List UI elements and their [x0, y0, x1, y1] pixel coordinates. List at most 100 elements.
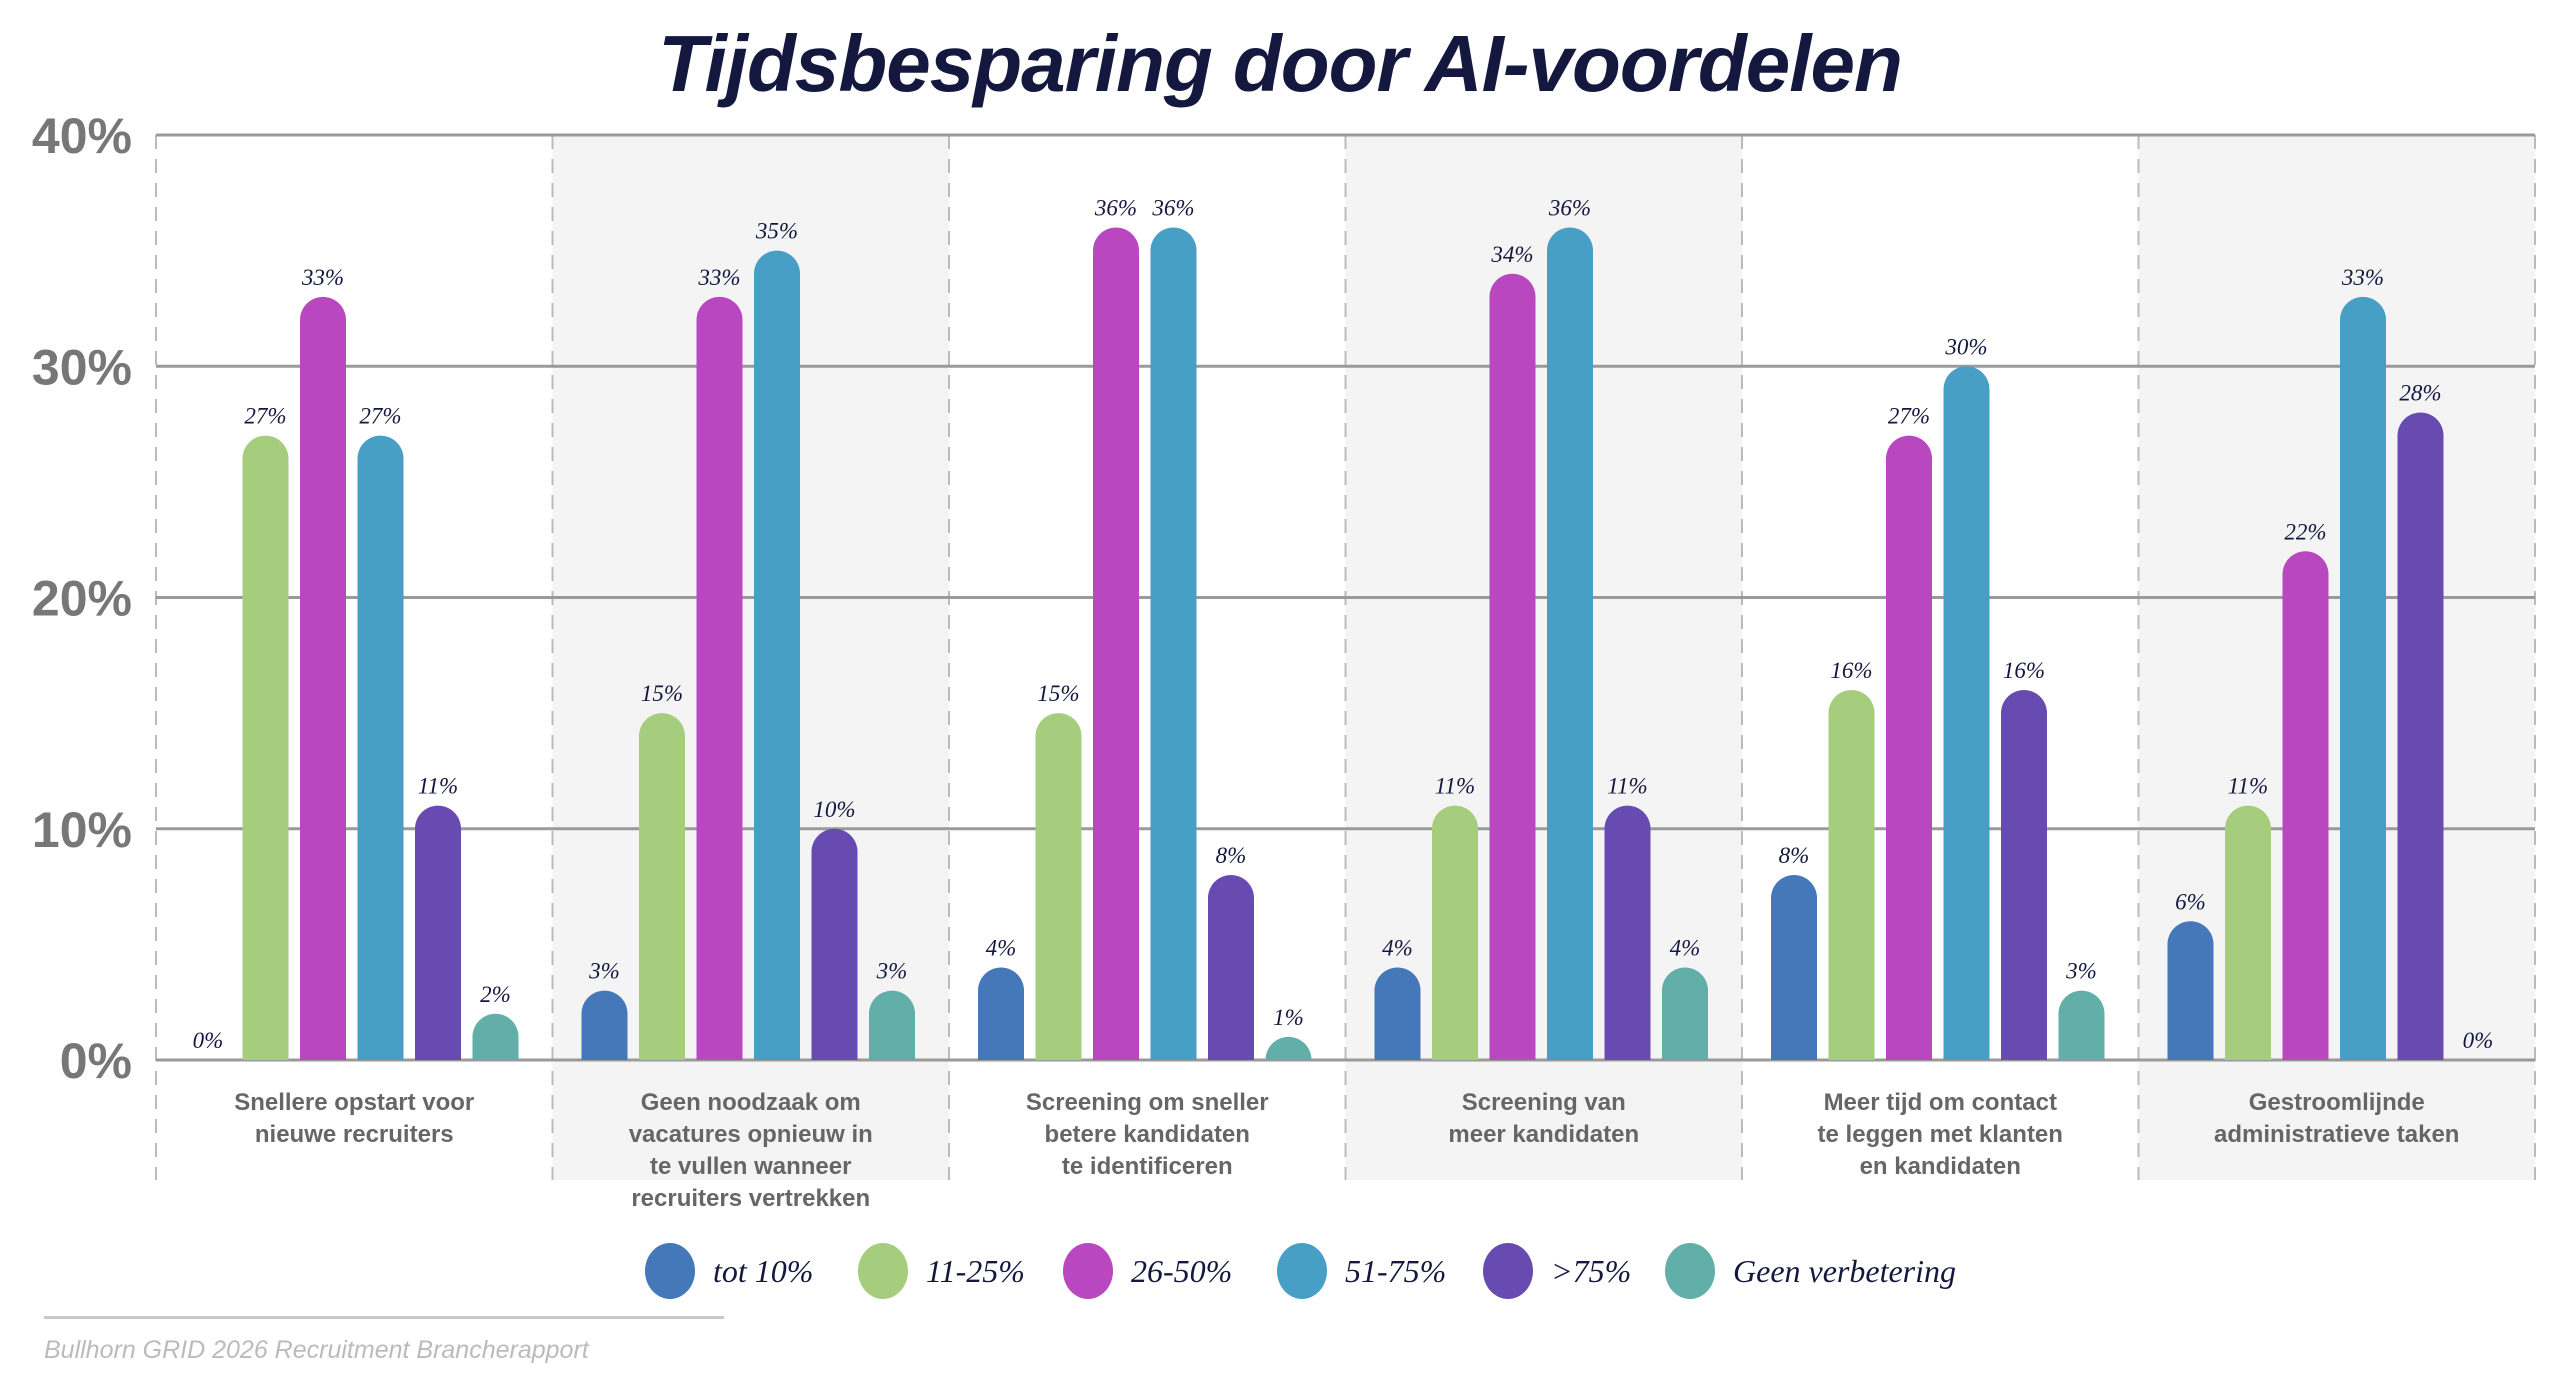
- category-label: Snellere opstart voor: [234, 1089, 474, 1116]
- y-tick-label: 20%: [32, 571, 132, 627]
- bar: [2058, 990, 2105, 1060]
- category-label: te vullen wanneer: [650, 1153, 851, 1180]
- data-label: 33%: [301, 265, 344, 290]
- category-label: administratieve taken: [2214, 1121, 2459, 1148]
- bar: [357, 435, 404, 1060]
- category-label: te leggen met klanten: [1818, 1121, 2063, 1148]
- y-tick-label: 30%: [32, 339, 132, 395]
- bar: [1374, 967, 1421, 1060]
- data-label: 16%: [1830, 658, 1872, 683]
- bar: [1828, 690, 1875, 1060]
- bar: [1093, 227, 1139, 1061]
- legend-item: 11-25%: [858, 1243, 1025, 1299]
- bar: [1489, 273, 1536, 1060]
- data-label: 3%: [876, 959, 908, 984]
- y-tick-label: 10%: [32, 802, 132, 858]
- data-label: 11%: [1607, 774, 1647, 799]
- data-label: 11%: [1435, 774, 1475, 799]
- data-label: 0%: [2463, 1028, 2494, 1053]
- data-label: 33%: [697, 265, 740, 290]
- data-label: 16%: [2003, 658, 2045, 683]
- bar: [1265, 1036, 1312, 1060]
- legend-swatch: [1277, 1243, 1327, 1299]
- bar: [1886, 435, 1932, 1060]
- data-label: 3%: [588, 959, 620, 984]
- data-label: 33%: [2341, 265, 2384, 290]
- bar: [1150, 227, 1197, 1061]
- data-label: 0%: [193, 1028, 224, 1053]
- data-label: 1%: [1273, 1005, 1304, 1030]
- legend-swatch: [645, 1243, 695, 1299]
- data-label: 22%: [2284, 519, 2326, 544]
- data-label: 4%: [1382, 936, 1413, 961]
- data-label: 10%: [813, 797, 855, 822]
- category-label: meer kandidaten: [1448, 1121, 1639, 1148]
- data-label: 6%: [2175, 889, 2206, 914]
- legend-label: tot 10%: [713, 1252, 814, 1289]
- chart-title: Tijdsbesparing door AI-voordelen: [658, 19, 1903, 108]
- bar: [1604, 805, 1651, 1060]
- legend-label: 26-50%: [1131, 1252, 1233, 1289]
- legend-item: >75%: [1483, 1243, 1631, 1299]
- bar: [581, 990, 628, 1060]
- bar: [1771, 875, 1817, 1060]
- legend-item: 26-50%: [1063, 1243, 1232, 1299]
- legend-item: Geen verbetering: [1665, 1243, 1956, 1299]
- bar: [639, 713, 685, 1060]
- bar-chart: 0% 10% 20% 30% 40% 0% 27% 33% 27% 11% 2% Snellere o…: [32, 108, 2536, 1212]
- data-label: 36%: [1548, 196, 1591, 221]
- data-label: 34%: [1490, 242, 1533, 267]
- category-label: Screening van: [1462, 1089, 1626, 1116]
- data-label: 4%: [986, 936, 1017, 961]
- category-label: te identificeren: [1062, 1153, 1233, 1180]
- bar: [2167, 921, 2214, 1060]
- data-label: 35%: [755, 219, 798, 244]
- data-label: 2%: [480, 982, 511, 1007]
- footer-divider: [44, 1316, 724, 1319]
- bar: [1035, 713, 1082, 1060]
- bar: [472, 1013, 519, 1060]
- data-label: 11%: [418, 774, 458, 799]
- bar: [869, 990, 915, 1060]
- data-label: 27%: [359, 404, 401, 429]
- bar: [811, 828, 858, 1060]
- category-label: recruiters vertrekken: [631, 1185, 870, 1212]
- data-label: 30%: [1944, 334, 1987, 359]
- category-label: Geen noodzaak om: [641, 1089, 861, 1116]
- data-label: 11%: [2228, 774, 2268, 799]
- legend-label: Geen verbetering: [1733, 1252, 1957, 1289]
- bar: [1943, 366, 1990, 1061]
- legend-swatch: [1063, 1243, 1113, 1299]
- legend-label: 51-75%: [1345, 1252, 1447, 1289]
- legend-swatch: [1665, 1243, 1715, 1299]
- category-label: en kandidaten: [1860, 1153, 2021, 1180]
- data-label: 27%: [1888, 404, 1930, 429]
- bar: [2225, 805, 2271, 1060]
- legend-label: 11-25%: [926, 1252, 1025, 1289]
- legend-item: 51-75%: [1277, 1243, 1446, 1299]
- bar: [2397, 412, 2444, 1060]
- category-label: vacatures opnieuw in: [629, 1121, 873, 1148]
- bar: [1432, 805, 1478, 1060]
- footer-source: Bullhorn GRID 2026 Recruitment Branchera…: [44, 1336, 589, 1364]
- bar: [1662, 967, 1708, 1060]
- bar: [415, 805, 461, 1060]
- data-label: 4%: [1670, 936, 1701, 961]
- y-tick-label: 0%: [60, 1033, 132, 1089]
- legend-item: tot 10%: [645, 1243, 813, 1299]
- bar: [1208, 875, 1254, 1060]
- bar: [1547, 227, 1593, 1061]
- bar: [2282, 551, 2329, 1060]
- bar: [2340, 296, 2386, 1060]
- data-label: 36%: [1094, 196, 1137, 221]
- category-label: Meer tijd om contact: [1824, 1089, 2057, 1116]
- legend-swatch: [858, 1243, 908, 1299]
- data-label: 8%: [1779, 843, 1810, 868]
- y-tick-label: 40%: [32, 108, 132, 164]
- data-label: 15%: [1037, 681, 1079, 706]
- bar: [300, 296, 346, 1060]
- category-label: nieuwe recruiters: [255, 1121, 454, 1148]
- legend-swatch: [1483, 1243, 1533, 1299]
- data-label: 27%: [244, 404, 286, 429]
- bar: [696, 296, 743, 1061]
